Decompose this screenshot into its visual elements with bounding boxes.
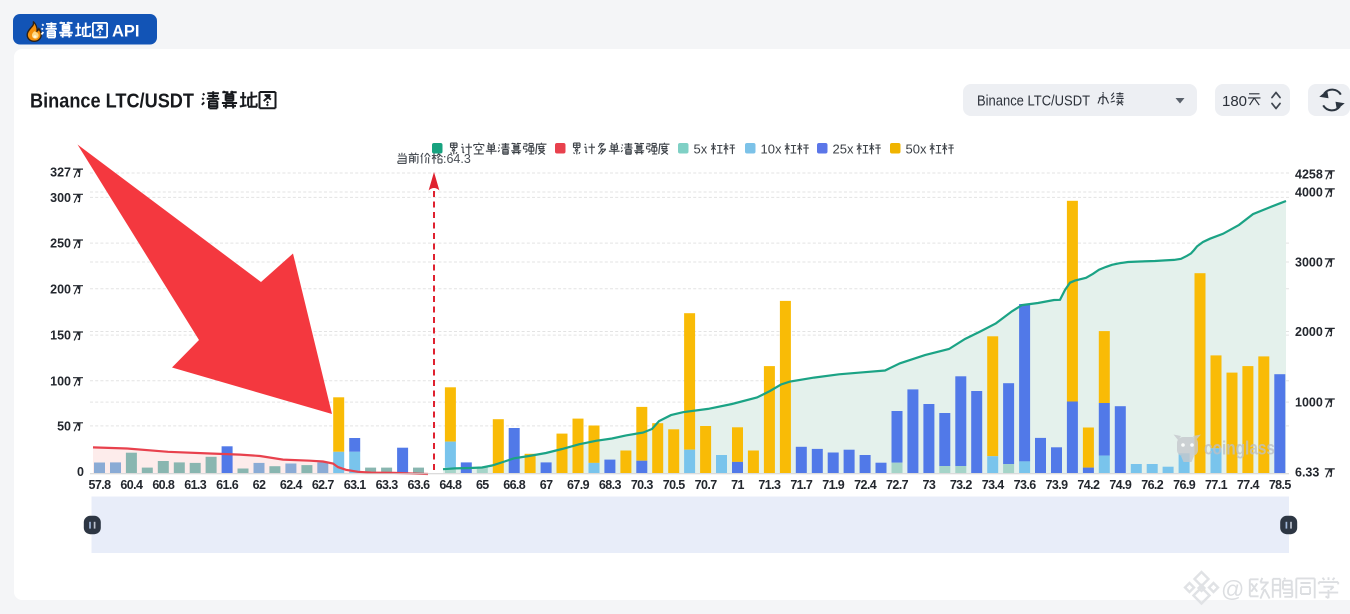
svg-text:71.7: 71.7 [790,478,813,492]
svg-text:64.8: 64.8 [439,478,462,492]
svg-text:76.9: 76.9 [1173,478,1196,492]
svg-text:71.9: 71.9 [822,478,845,492]
svg-text:0: 0 [77,465,84,479]
svg-text:73.9: 73.9 [1046,478,1069,492]
svg-text:70.3: 70.3 [631,478,654,492]
svg-text:62.7: 62.7 [312,478,335,492]
svg-text:72.7: 72.7 [886,478,909,492]
svg-text:73.2: 73.2 [950,478,973,492]
svg-text:70.7: 70.7 [695,478,718,492]
svg-text:25x: 25x [833,142,854,157]
svg-text:77.4: 77.4 [1237,478,1260,492]
svg-text:60.8: 60.8 [152,478,175,492]
svg-text:67: 67 [540,478,553,492]
svg-text:73.4: 73.4 [982,478,1005,492]
svg-text:3000: 3000 [1295,256,1323,270]
svg-text:67.9: 67.9 [567,478,590,492]
svg-text:63.3: 63.3 [376,478,399,492]
svg-text:150: 150 [50,329,71,343]
svg-text:71.3: 71.3 [758,478,781,492]
svg-text:180: 180 [1222,93,1247,110]
svg-text:57.8: 57.8 [89,478,112,492]
svg-text:@: @ [1221,576,1244,602]
svg-text:50: 50 [57,419,71,433]
svg-text:5x: 5x [694,142,708,157]
svg-text:coinglass: coinglass [1204,438,1275,460]
svg-text:63.1: 63.1 [344,478,367,492]
svg-text:327: 327 [50,166,71,180]
svg-text:65: 65 [476,478,489,492]
svg-text:API: API [112,23,140,41]
svg-text:70.5: 70.5 [663,478,686,492]
svg-text:74.2: 74.2 [1077,478,1100,492]
svg-text:100: 100 [50,374,71,388]
svg-text:300: 300 [50,191,71,205]
svg-text:4000: 4000 [1295,186,1323,200]
svg-text:62.4: 62.4 [280,478,303,492]
svg-text:6.33: 6.33 [1295,466,1319,480]
svg-text:66.8: 66.8 [503,478,526,492]
svg-text:61.6: 61.6 [216,478,239,492]
svg-text:2000: 2000 [1295,325,1323,339]
svg-text:250: 250 [50,237,71,251]
svg-text:61.3: 61.3 [184,478,207,492]
svg-text:60.4: 60.4 [120,478,143,492]
svg-text:68.3: 68.3 [599,478,622,492]
svg-text:Binance LTC/USDT: Binance LTC/USDT [30,91,194,113]
svg-text:74.9: 74.9 [1109,478,1132,492]
svg-text:10x: 10x [761,142,782,157]
svg-text:76.2: 76.2 [1141,478,1164,492]
svg-text:Binance LTC/USDT: Binance LTC/USDT [977,94,1090,110]
svg-text:200: 200 [50,282,71,296]
svg-text:4258: 4258 [1295,168,1323,182]
svg-text:62: 62 [253,478,266,492]
svg-text:73: 73 [923,478,936,492]
svg-text:78.5: 78.5 [1269,478,1292,492]
svg-text:1000: 1000 [1295,396,1323,410]
svg-text:50x: 50x [906,142,927,157]
svg-text::64.3: :64.3 [443,152,471,166]
svg-text:71: 71 [731,478,744,492]
svg-text:77.1: 77.1 [1205,478,1228,492]
svg-text:72.4: 72.4 [854,478,877,492]
svg-text:73.6: 73.6 [1014,478,1037,492]
svg-text:63.6: 63.6 [408,478,431,492]
